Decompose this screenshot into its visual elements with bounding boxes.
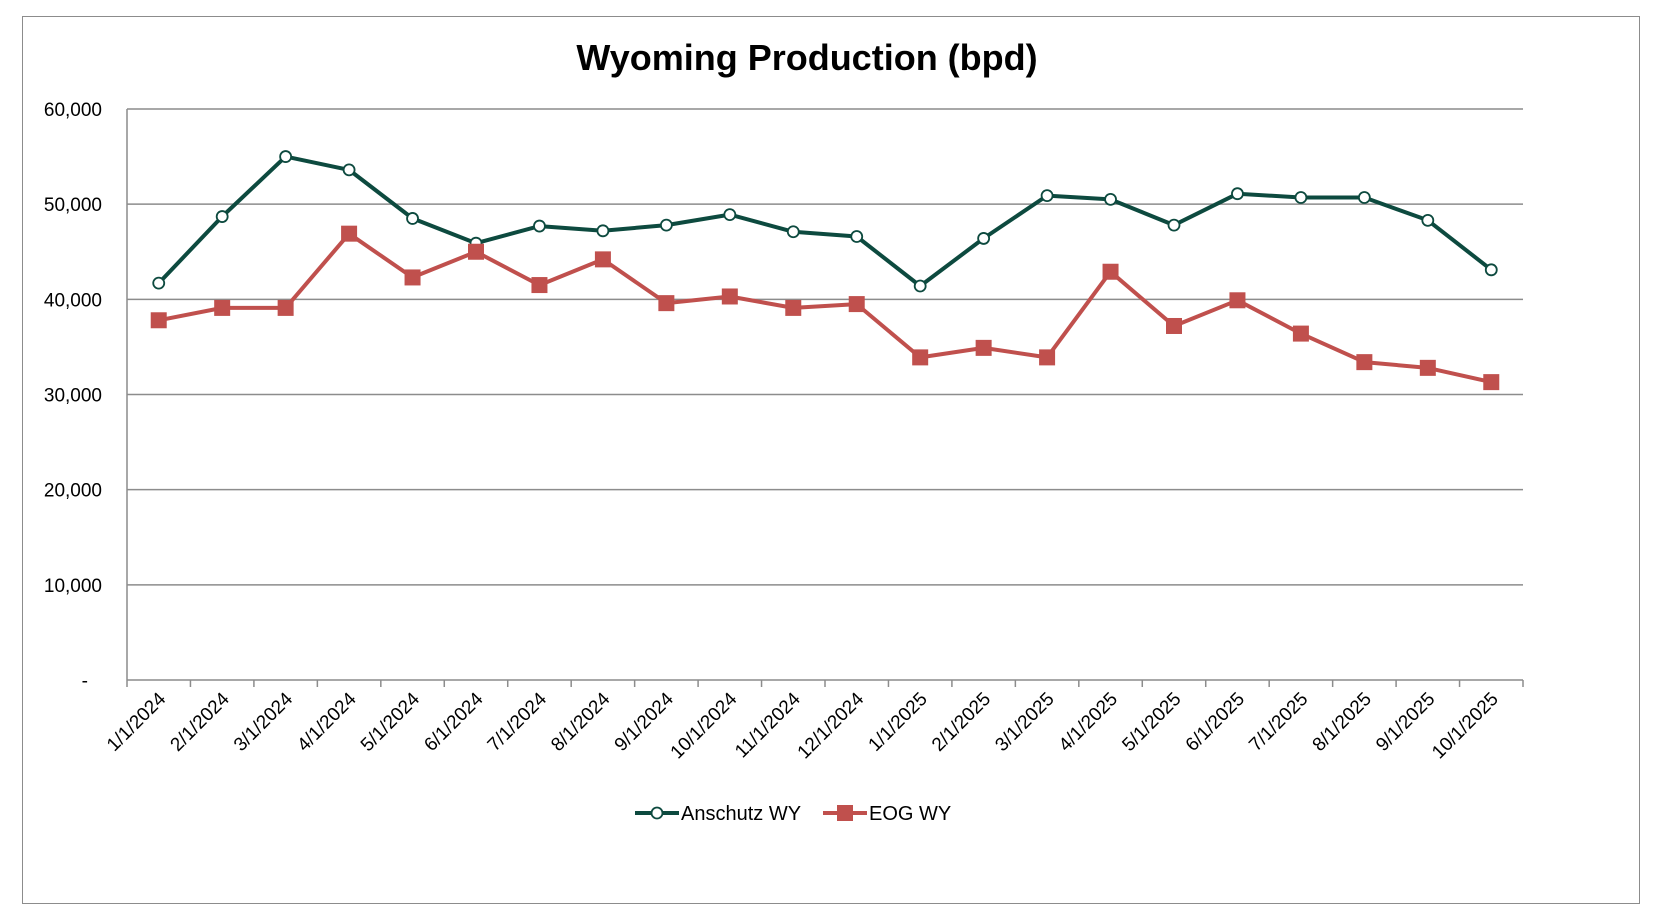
y-tick-label: 50,000: [44, 195, 102, 216]
legend-label-0: Anschutz WY: [681, 803, 801, 825]
series-line-0: [157, 154, 1493, 288]
data-point-1-0: [150, 312, 167, 329]
data-point-1-19: [1356, 354, 1373, 371]
data-point-0-14: [1040, 189, 1054, 203]
x-tick-label: 7/1/2025: [1245, 689, 1312, 756]
legend-label-1: EOG WY: [869, 803, 951, 825]
x-tick-label: 5/1/2025: [1118, 689, 1185, 756]
x-tick-label: 8/1/2024: [547, 688, 614, 755]
x-tick-label: 6/1/2024: [420, 688, 487, 755]
data-point-0-15: [1104, 193, 1117, 206]
data-point-1-7: [594, 251, 611, 268]
data-point-0-10: [786, 225, 800, 239]
legend-marker-1: [837, 805, 853, 821]
data-point-1-4: [404, 269, 421, 286]
data-point-1-18: [1292, 325, 1309, 342]
x-tick-label: 4/1/2025: [1055, 689, 1122, 756]
y-tick-label: 10,000: [44, 576, 102, 597]
data-point-0-16: [1167, 218, 1181, 232]
data-point-1-8: [658, 295, 675, 312]
data-point-1-21: [1483, 374, 1500, 391]
y-tick-label: 40,000: [44, 290, 102, 311]
data-point-1-1: [214, 299, 231, 316]
series-layer: [150, 150, 1500, 391]
y-tick-label: 60,000: [44, 100, 102, 121]
data-point-0-12: [913, 279, 927, 293]
y-tick-label: 20,000: [44, 481, 102, 502]
data-point-0-17: [1231, 187, 1244, 201]
data-point-0-21: [1484, 263, 1498, 277]
data-point-1-17: [1229, 292, 1246, 309]
x-tick-label: 1/1/2025: [865, 689, 932, 756]
data-point-0-6: [533, 219, 546, 233]
x-tick-label: 11/1/2024: [731, 688, 805, 762]
data-point-1-10: [785, 299, 802, 316]
data-point-0-1: [215, 210, 229, 223]
x-tick-label: 10/1/2025: [1428, 689, 1503, 764]
x-tick-label: 12/1/2024: [794, 688, 869, 763]
data-point-1-5: [468, 243, 484, 260]
data-point-1-3: [341, 225, 358, 242]
data-point-0-8: [659, 218, 673, 232]
data-point-0-0: [152, 276, 166, 290]
data-point-1-20: [1419, 359, 1436, 376]
data-point-0-11: [850, 230, 864, 243]
chart-svg: Wyoming Production (bpd) - 10,000 20,000 30…: [44, 37, 1524, 825]
data-point-0-20: [1421, 213, 1435, 227]
data-point-0-3: [342, 163, 356, 177]
chart-frame: Wyoming Production (bpd) - 10,000 20,000 30…: [22, 16, 1640, 904]
x-tick-label: 3/1/2025: [991, 689, 1058, 756]
x-tick-label: 4/1/2024: [293, 688, 360, 755]
data-point-0-18: [1294, 191, 1308, 204]
data-point-1-13: [975, 339, 992, 356]
chart-title: Wyoming Production (bpd): [576, 37, 1037, 78]
data-point-0-13: [977, 232, 991, 245]
data-point-1-6: [531, 277, 548, 294]
data-point-1-9: [721, 288, 738, 305]
y-tick-label: -: [82, 671, 88, 692]
x-tick-label: 6/1/2025: [1182, 689, 1249, 756]
legend-marker-0: [650, 806, 664, 820]
x-tick-label: 8/1/2025: [1309, 689, 1376, 756]
data-point-0-4: [406, 212, 419, 225]
legend: Anschutz WY EOG WY: [635, 803, 951, 825]
data-point-1-16: [1166, 317, 1182, 334]
data-point-1-14: [1039, 349, 1056, 366]
data-point-1-12: [912, 349, 929, 366]
grid-layer: [127, 108, 1523, 586]
series-line-1: [158, 231, 1492, 385]
x-tick-label: 10/1/2024: [667, 688, 742, 763]
x-tick-label: 3/1/2024: [230, 688, 297, 755]
y-tick-label: 30,000: [44, 386, 102, 407]
x-tick-label: 1/1/2024: [103, 688, 170, 755]
x-tick-label: 9/1/2025: [1372, 689, 1439, 756]
data-point-1-15: [1102, 263, 1119, 280]
data-point-0-7: [596, 224, 610, 238]
x-tick-label: 5/1/2024: [357, 688, 424, 755]
data-point-0-9: [723, 208, 737, 222]
data-point-1-11: [848, 296, 865, 313]
x-tick-label: 2/1/2025: [928, 689, 995, 756]
data-point-1-2: [277, 299, 294, 316]
data-point-0-19: [1357, 191, 1371, 204]
data-point-0-2: [279, 150, 293, 163]
x-tick-label: 2/1/2024: [167, 688, 234, 755]
x-tick-label: 7/1/2024: [484, 688, 551, 755]
